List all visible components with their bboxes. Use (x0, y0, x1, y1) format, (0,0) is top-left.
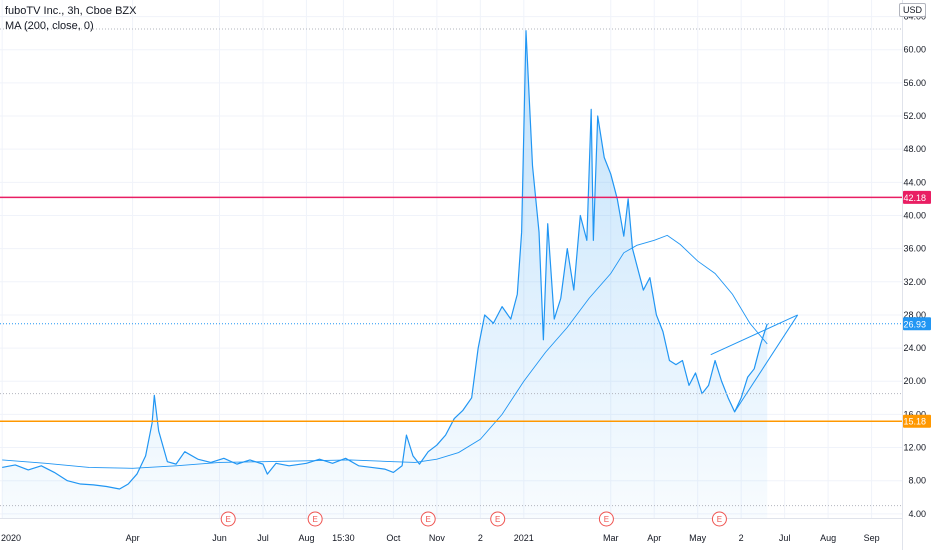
price-label-bg (903, 317, 931, 331)
y-tick-label: 28.00 (903, 310, 926, 320)
earnings-marker-icon[interactable] (420, 511, 436, 527)
x-tick-label: 2 (739, 533, 744, 543)
ma-line[interactable] (2, 234, 768, 469)
x-tick-label: Nov (429, 533, 446, 543)
x-tick-label: Mar (603, 533, 619, 543)
x-tick-label: Sep (864, 533, 880, 543)
price-label: 15.18 (903, 417, 926, 427)
x-tick-label: Jul (257, 533, 269, 543)
price-label-bg (903, 414, 931, 428)
price-line[interactable] (2, 30, 768, 490)
x-tick-label: Aug (298, 533, 314, 543)
x-tick-label: Jul (779, 533, 791, 543)
earnings-marker-icon[interactable] (220, 511, 236, 527)
trend-line[interactable] (734, 314, 799, 413)
x-tick-label: May (689, 533, 707, 543)
earnings-marker-label: E (717, 515, 722, 524)
price-label-bg (903, 190, 931, 204)
y-tick-label: 20.00 (903, 376, 926, 386)
earnings-marker-label: E (604, 515, 609, 524)
x-tick-label: Apr (647, 533, 661, 543)
price-area (2, 30, 768, 519)
x-tick-label: 2 (478, 533, 483, 543)
y-tick-label: 48.00 (903, 144, 926, 154)
y-tick-label: 52.00 (903, 111, 926, 121)
y-tick-label: 12.00 (903, 443, 926, 453)
y-tick-label: 40.00 (903, 210, 926, 220)
y-tick-label: 4.00 (908, 509, 926, 519)
x-tick-label: Oct (386, 533, 401, 543)
y-tick-label: 8.00 (908, 476, 926, 486)
chart-legend: fuboTV Inc., 3h, Cboe BZX MA (200, close… (5, 4, 136, 34)
earnings-marker-label: E (426, 515, 431, 524)
x-tick-label: Aug (820, 533, 836, 543)
y-tick-label: 16.00 (903, 409, 926, 419)
x-tick-label: Apr (126, 533, 140, 543)
y-tick-label: 56.00 (903, 78, 926, 88)
x-tick-label: 2021 (514, 533, 534, 543)
y-tick-label: 60.00 (903, 45, 926, 55)
x-tick-label: 15:30 (332, 533, 355, 543)
earnings-marker-icon[interactable] (711, 511, 727, 527)
price-label: 26.93 (903, 319, 926, 329)
currency-button[interactable]: USD (898, 3, 926, 17)
y-tick-label: 36.00 (903, 244, 926, 254)
earnings-marker-icon[interactable] (598, 511, 614, 527)
x-tick-label: Jun (212, 533, 227, 543)
y-tick-label: 24.00 (903, 343, 926, 353)
y-tick-label: 44.00 (903, 177, 926, 187)
earnings-marker-label: E (312, 515, 317, 524)
trend-line[interactable] (710, 314, 798, 356)
earnings-marker-label: E (495, 515, 500, 524)
earnings-marker-icon[interactable] (490, 511, 506, 527)
earnings-marker-label: E (226, 515, 231, 524)
price-label: 42.18 (903, 193, 926, 203)
x-tick-label: 2020 (1, 533, 21, 543)
y-tick-label: 32.00 (903, 277, 926, 287)
earnings-marker-icon[interactable] (307, 511, 323, 527)
indicator-label[interactable]: MA (200, close, 0) (5, 20, 94, 32)
symbol-title[interactable]: fuboTV Inc., 3h, Cboe BZX (5, 5, 137, 17)
